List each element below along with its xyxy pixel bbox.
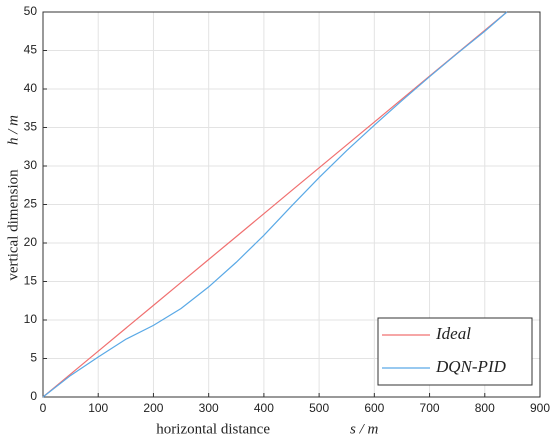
legend-label: DQN-PID (435, 357, 507, 376)
y-axis-symbol: h / m (5, 115, 21, 145)
y-tick-label: 50 (24, 4, 38, 18)
y-tick-label: 10 (24, 312, 38, 326)
x-tick-label: 800 (475, 401, 495, 415)
data-line (42, 11, 508, 398)
x-axis-label: horizontal distance (156, 421, 270, 437)
y-axis-label: vertical dimension (5, 169, 21, 281)
x-tick-label: 500 (309, 401, 329, 415)
y-tick-label: 5 (30, 351, 37, 365)
y-tick-label: 35 (24, 120, 38, 134)
x-tick-label: 200 (143, 401, 163, 415)
x-tick-label: 100 (88, 401, 108, 415)
x-tick-label: 0 (40, 401, 47, 415)
x-tick-label: 900 (530, 401, 550, 415)
y-tick-label: 0 (30, 389, 37, 403)
x-tick-label: 600 (364, 401, 384, 415)
y-tick-label: 45 (24, 43, 38, 57)
y-tick-label: 20 (24, 235, 38, 249)
legend-box (377, 317, 533, 386)
y-tick-label: 30 (24, 158, 38, 172)
y-tick-label: 40 (24, 81, 38, 95)
y-tick-label: 15 (24, 274, 38, 288)
y-tick-label: 25 (24, 197, 38, 211)
x-axis-symbol: s / m (350, 421, 379, 437)
x-tick-label: 700 (420, 401, 440, 415)
legend-label: Ideal (435, 324, 471, 343)
plot-frame (42, 11, 541, 398)
x-tick-label: 300 (199, 401, 219, 415)
x-tick-label: 400 (254, 401, 274, 415)
